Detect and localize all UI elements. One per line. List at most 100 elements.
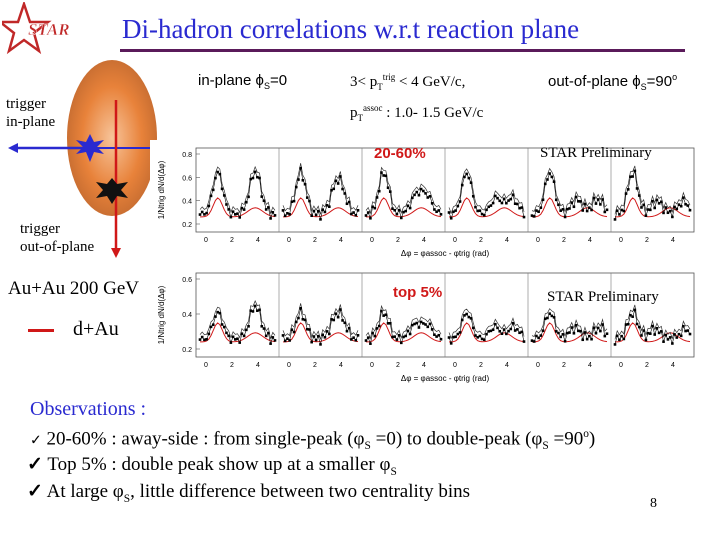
- auau-data-point: [601, 323, 604, 326]
- auau-data-point: [518, 331, 521, 335]
- auau-data-point: [644, 214, 648, 217]
- dau-reference-curve: [531, 197, 608, 218]
- auau-data-point: [583, 202, 587, 206]
- auau-data-point: [323, 210, 327, 214]
- auau-data-point: [449, 342, 453, 345]
- x-tick-label: 2: [645, 237, 649, 244]
- auau-data-point: [559, 209, 562, 212]
- auau-data-point: [393, 208, 396, 212]
- dau-reference-curve: [365, 197, 442, 218]
- auau-data-point: [550, 175, 554, 179]
- auau-data-point: [292, 330, 296, 334]
- x-tick-label: 4: [588, 362, 592, 369]
- auau-data-point: [397, 333, 401, 337]
- auau-data-point: [262, 199, 266, 203]
- auau-data-point: [572, 205, 576, 209]
- auau-data-point: [251, 176, 255, 180]
- x-tick-label: 2: [479, 237, 483, 244]
- auau-data-point: [485, 332, 488, 336]
- auau-data-point: [373, 334, 377, 338]
- auau-data-point: [530, 214, 534, 217]
- dau-reference-curve: [282, 197, 359, 218]
- flow-band-upper: [282, 303, 359, 340]
- auau-data-point: [494, 194, 497, 198]
- auau-data-point: [260, 195, 264, 198]
- auau-data-point: [424, 192, 427, 195]
- auau-data-point: [308, 328, 311, 331]
- auau-data-point: [657, 331, 661, 335]
- auau-data-point: [570, 326, 574, 329]
- auau-data-point: [498, 199, 502, 203]
- auau-data-point: [435, 335, 438, 338]
- x-tick-label: 4: [339, 237, 343, 244]
- auau-data-point: [561, 208, 565, 211]
- auau-data-point: [465, 312, 468, 316]
- auau-data-point: [662, 211, 665, 215]
- auau-data-point: [502, 328, 506, 331]
- auau-data-point: [603, 210, 607, 214]
- auau-data-point: [308, 199, 311, 203]
- auau-data-point: [233, 338, 237, 341]
- auau-data-point: [579, 329, 582, 333]
- auau-data-point: [395, 212, 399, 216]
- auau-data-point: [377, 189, 381, 193]
- y-tick-label: 0.2: [182, 347, 192, 354]
- auau-data-point: [622, 209, 626, 213]
- auau-data-point: [572, 331, 576, 335]
- x-tick-label: 0: [287, 362, 291, 369]
- auau-data-point: [222, 325, 226, 329]
- auau-data-point: [480, 212, 484, 216]
- auau-data-point: [507, 329, 510, 333]
- auau-data-point: [404, 334, 408, 338]
- auau-data-point: [417, 193, 421, 197]
- auau-data-point: [535, 334, 538, 338]
- auau-data-point: [249, 177, 253, 181]
- dau-reference-curve: [199, 322, 276, 343]
- auau-data-point: [373, 206, 377, 210]
- y-tick-label: 0.6: [182, 277, 192, 284]
- auau-data-point: [618, 338, 621, 342]
- auau-data-point: [225, 331, 228, 335]
- auau-data-point: [568, 207, 571, 210]
- auau-data-point: [314, 213, 318, 217]
- auau-data-point: [552, 316, 556, 319]
- auau-data-point: [620, 334, 623, 338]
- auau-data-point: [520, 330, 524, 334]
- x-tick-label: 2: [562, 237, 566, 244]
- auau-data-point: [397, 208, 401, 212]
- observation-item-1: ✓ 20-60% : away-side : from single-peak …: [30, 428, 596, 453]
- auau-data-point: [384, 313, 388, 317]
- auau-data-point: [546, 178, 549, 181]
- auau-data-point: [635, 187, 639, 190]
- check-icon: ✓: [27, 481, 43, 502]
- auau-data-point: [216, 170, 219, 174]
- auau-data-point: [583, 331, 587, 334]
- auau-data-point: [214, 315, 217, 318]
- auau-data-point: [417, 326, 421, 329]
- flow-band-upper: [199, 300, 276, 340]
- y-axis-label: 1/Ntrig dN/d(Δφ): [157, 285, 166, 344]
- in-plane-label: in-plane ϕS=0: [198, 72, 288, 91]
- auau-data-point: [664, 206, 668, 209]
- auau-data-point: [205, 211, 208, 215]
- x-tick-label: 0: [453, 237, 457, 244]
- auau-data-point: [563, 215, 567, 219]
- auau-data-point: [502, 197, 506, 201]
- auau-data-point: [220, 323, 224, 326]
- auau-data-point: [264, 208, 268, 211]
- x-tick-label: 4: [422, 362, 426, 369]
- flow-band-upper: [365, 304, 442, 340]
- auau-data-point: [447, 336, 451, 339]
- auau-data-point: [375, 196, 379, 199]
- jet-burst-in-plane-icon: [76, 134, 104, 162]
- auau-data-point: [615, 209, 619, 212]
- auau-data-point: [592, 196, 596, 200]
- trigger-out-of-plane-label: trigger out-of-plane: [20, 221, 95, 255]
- auau-data-point: [489, 329, 493, 333]
- star-logo-text: STAR: [28, 20, 70, 39]
- auau-data-point: [485, 208, 488, 212]
- auau-data-point: [594, 202, 598, 205]
- auau-data-point: [382, 174, 385, 177]
- auau-data-point: [437, 209, 441, 212]
- auau-data-point: [489, 204, 493, 207]
